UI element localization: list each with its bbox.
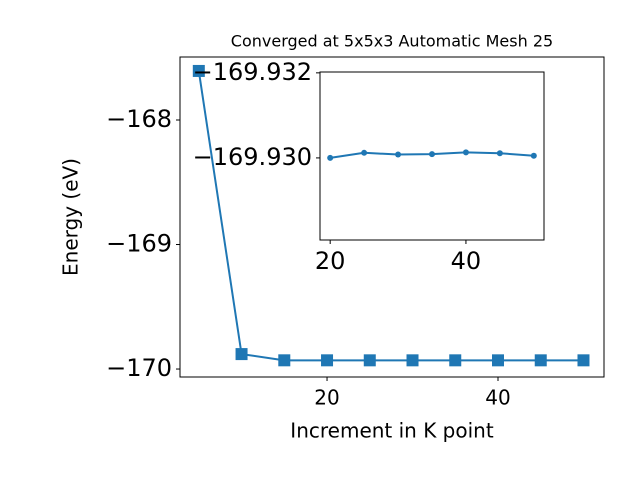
x-tick-label: 40	[485, 386, 510, 410]
x-tick-label: 20	[315, 247, 346, 275]
marker	[492, 354, 504, 367]
marker	[192, 64, 205, 77]
axes-frame	[319, 71, 545, 241]
x-tick-label: 40	[451, 247, 482, 275]
marker	[235, 348, 248, 361]
y-tick-label: −168	[106, 105, 172, 133]
chart-title: Converged at 5x5x3 Automatic Mesh 25	[231, 32, 553, 51]
marker	[449, 354, 462, 367]
marker	[321, 354, 334, 367]
y-tick-label: −170	[106, 354, 172, 382]
marker	[462, 149, 469, 156]
line	[197, 70, 584, 362]
marker	[278, 354, 291, 367]
x-axis-label: Increment in K point	[290, 419, 494, 443]
marker	[429, 151, 435, 158]
y-tick-label: −169	[106, 230, 172, 258]
marker	[406, 354, 419, 367]
x-tick-label: 20	[314, 386, 339, 410]
y-axis-label: Energy (eV)	[59, 158, 83, 276]
marker	[361, 149, 368, 156]
inset-axes: 20 40 −169.932 −169.930	[193, 58, 545, 275]
marker	[327, 154, 334, 161]
y-tick-label: −169.932	[193, 58, 312, 86]
axes-frame	[179, 56, 605, 378]
y-tick-label: −169.930	[193, 143, 312, 171]
marker	[363, 354, 376, 367]
marker	[534, 354, 547, 367]
marker	[530, 152, 537, 159]
marker	[496, 150, 503, 157]
marker	[395, 151, 402, 158]
marker	[577, 354, 590, 367]
